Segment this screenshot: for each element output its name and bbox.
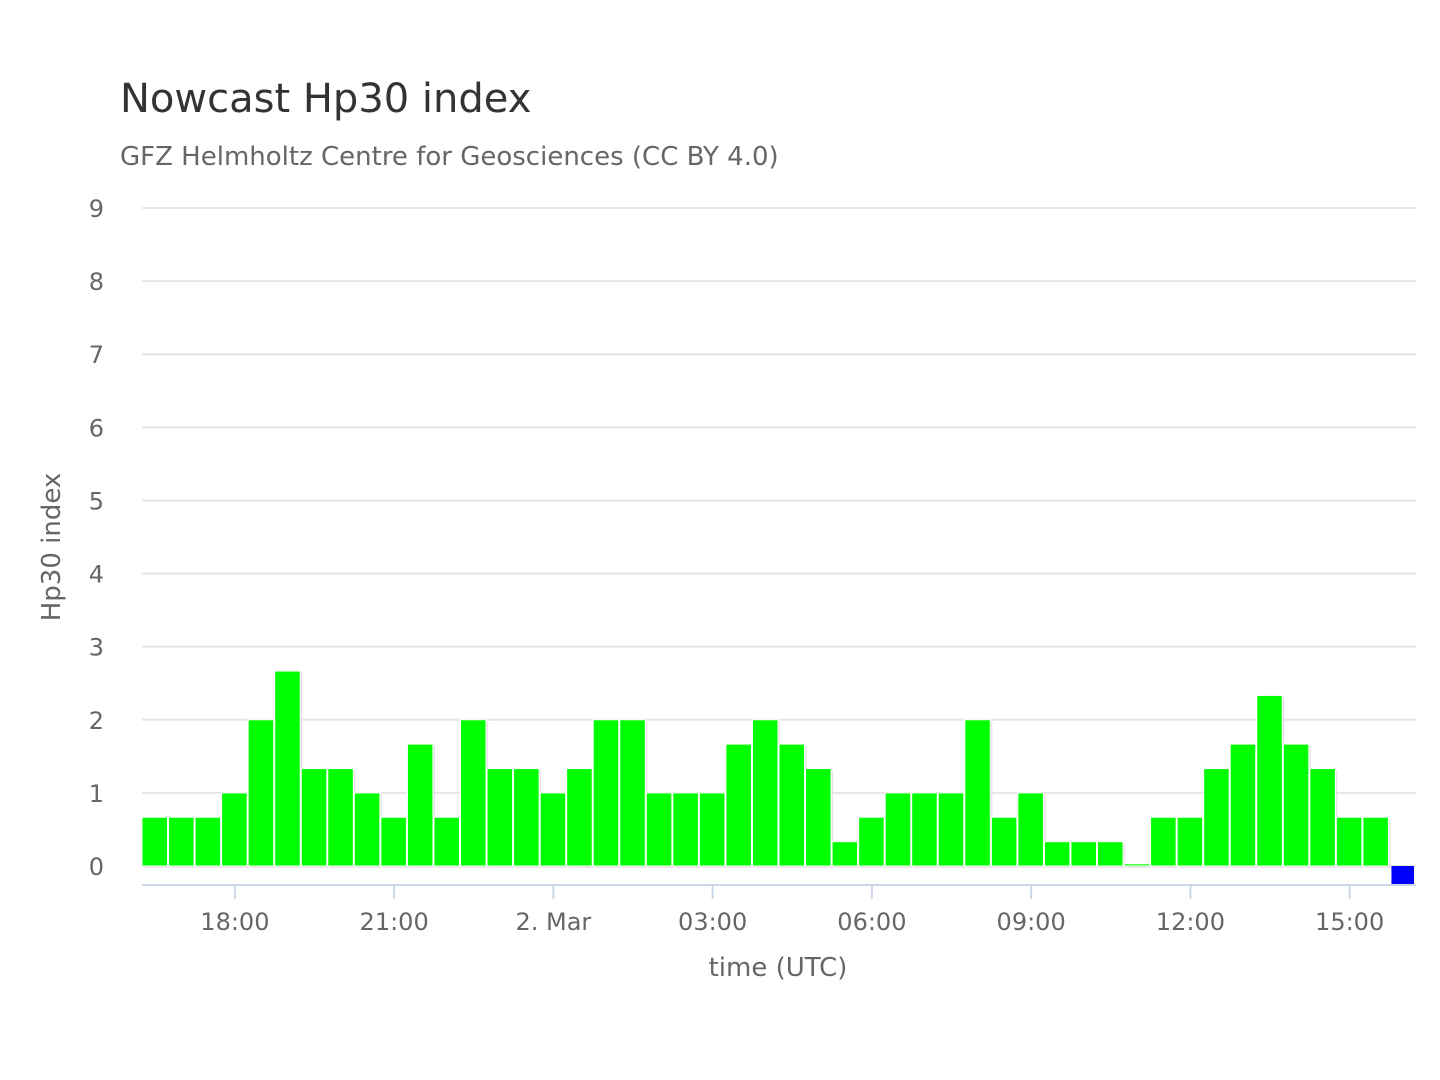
bar: [619, 719, 646, 867]
bar: [1070, 841, 1098, 867]
bar: [1203, 768, 1230, 867]
x-axis-title: time (UTC): [709, 953, 848, 983]
x-tick-label: 2. Mar: [515, 908, 591, 936]
y-tick-label: 5: [89, 487, 104, 515]
y-tick-label: 1: [89, 780, 104, 808]
bar: [698, 792, 726, 867]
bar: [778, 743, 806, 867]
y-tick-label: 0: [89, 853, 104, 881]
y-tick-label: 7: [89, 341, 104, 369]
x-tick-label: 09:00: [997, 908, 1066, 936]
bar: [805, 768, 832, 867]
bar: [1256, 694, 1283, 867]
bar: [592, 719, 620, 867]
x-tick-label: 15:00: [1315, 908, 1384, 936]
x-tick-label: 18:00: [200, 908, 269, 936]
x-tick-label: 03:00: [678, 908, 747, 936]
bar: [274, 670, 301, 867]
bar: [1282, 743, 1310, 867]
bar: [141, 816, 169, 867]
y-tick-label: 9: [89, 195, 104, 223]
bar: [1123, 863, 1151, 867]
bar: [725, 743, 752, 867]
bar: [300, 768, 328, 867]
bar: [327, 768, 354, 867]
bar: [353, 792, 381, 867]
bar: [460, 719, 487, 867]
bar: [1097, 841, 1124, 867]
bar: [964, 719, 991, 867]
chart-subtitle: GFZ Helmholtz Centre for Geosciences (CC…: [120, 142, 779, 172]
bar: [1017, 792, 1044, 867]
bar-shadow: [1126, 865, 1152, 868]
bar: [486, 768, 514, 867]
bar: [884, 792, 912, 867]
bar: [539, 792, 567, 867]
bar: [911, 792, 938, 867]
bar: [1335, 816, 1363, 867]
bar: [1229, 743, 1257, 867]
bar: [566, 768, 593, 867]
x-tick-label: 12:00: [1156, 908, 1225, 936]
bar: [1150, 816, 1177, 867]
bar: [406, 743, 434, 867]
bar: [751, 719, 779, 867]
x-tick-label: 06:00: [837, 908, 906, 936]
bar: [645, 792, 673, 867]
bar: [672, 792, 699, 867]
bar: [831, 841, 859, 867]
y-tick-label: 8: [89, 268, 104, 296]
bar: [937, 792, 965, 867]
x-tick-label: 21:00: [360, 908, 429, 936]
bar: [433, 816, 461, 867]
y-axis-title: Hp30 index: [37, 473, 67, 622]
y-tick-label: 6: [89, 414, 104, 442]
bar: [1176, 816, 1204, 867]
y-tick-label: 3: [89, 634, 104, 662]
chart-title: Nowcast Hp30 index: [120, 76, 532, 122]
bar: [380, 816, 407, 867]
bar: [168, 816, 195, 867]
bar: [247, 719, 275, 867]
bar: [1309, 768, 1336, 867]
y-tick-label: 4: [89, 561, 104, 589]
bar: [1043, 841, 1071, 867]
current-bin-marker: [1391, 866, 1414, 884]
bar: [194, 816, 222, 867]
bar: [513, 768, 540, 867]
bar: [858, 816, 885, 867]
y-tick-label: 2: [89, 707, 104, 735]
bar: [1362, 816, 1389, 867]
bar: [221, 792, 248, 867]
bar: [990, 816, 1018, 867]
